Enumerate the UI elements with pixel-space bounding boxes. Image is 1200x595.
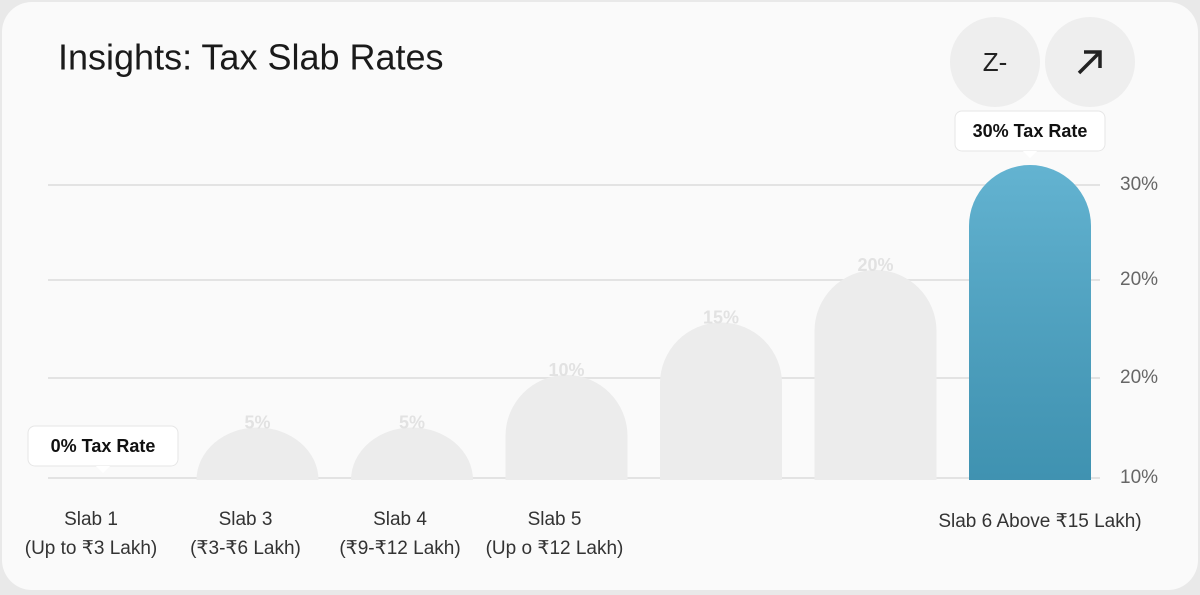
x-tick-label: Slab 3 — [219, 509, 273, 530]
bar — [505, 374, 628, 480]
plot: 0% Tax Rate Slab 1 (Up to ₹3 Lakh) 5% Slab 3… — [25, 110, 1142, 559]
data-label: 5% — [399, 412, 425, 432]
data-label: 5% — [244, 412, 270, 432]
x-tick-label: Slab 4 — [373, 509, 427, 530]
data-label: 10% — [548, 360, 584, 380]
expand-icon — [1077, 50, 1102, 75]
axis-label: 20% — [1120, 269, 1158, 290]
data-label: 15% — [703, 307, 739, 327]
zoom-button-label[interactable]: Z- — [983, 47, 1008, 77]
x-tick-label: (₹3-₹6 Lakh) — [190, 538, 301, 559]
chart-title: Insights: Tax Slab Rates — [58, 37, 444, 78]
x-tick-label: (Up o ₹12 Lakh) — [486, 538, 624, 559]
axis-label: 30% — [1120, 174, 1158, 195]
axis-label: 10% — [1120, 467, 1158, 488]
bar — [196, 427, 319, 480]
data-label: 20% — [857, 255, 893, 275]
x-tick-label: Slab 5 — [528, 509, 582, 530]
axis-label: 20% — [1120, 367, 1158, 388]
tooltip-pointer — [1023, 151, 1037, 158]
x-tick-label: Slab 1 — [64, 509, 118, 530]
bar — [814, 269, 937, 480]
x-tick-label: (Up to ₹3 Lakh) — [25, 538, 157, 559]
bar — [351, 427, 473, 480]
x-tick-label: Slab 6 Above ₹15 Lakh) — [938, 511, 1141, 532]
bar-shade — [969, 165, 1091, 480]
data-label: 0% Tax Rate — [51, 436, 156, 456]
zoom-button[interactable] — [950, 17, 1040, 107]
data-label: 30% Tax Rate — [973, 121, 1088, 141]
bar — [660, 322, 782, 480]
tooltip-pointer — [96, 466, 110, 473]
x-tick-label: (₹9-₹12 Lakh) — [339, 538, 460, 559]
